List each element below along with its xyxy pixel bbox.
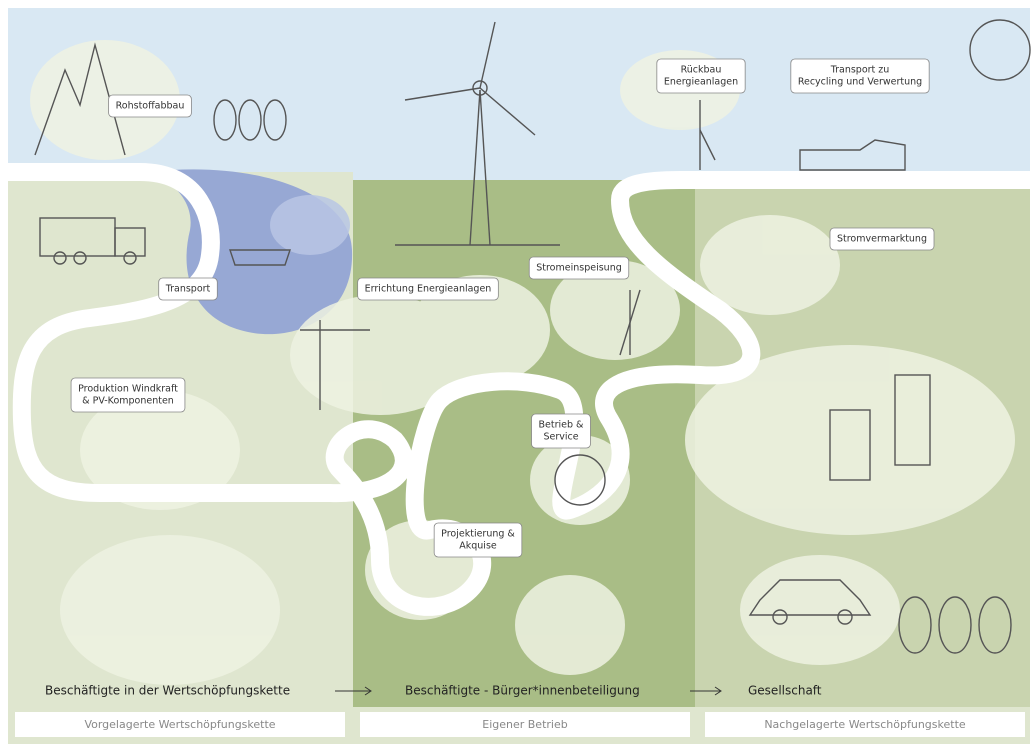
station-label: Rohstoffabbau [108,94,192,118]
label-box [357,277,499,301]
label-box [531,413,591,449]
section-label: Nachgelagerte Wertschöpfungskette [764,718,966,731]
label-text: Stromvermarktung [837,234,927,245]
label-text: Recycling und Verwertung [798,77,922,88]
label-box [656,58,746,94]
label-text: Akquise [459,541,497,552]
label-text: Energieanlagen [664,77,738,88]
label-text: & PV-Komponenten [82,396,174,407]
label-text: Stromeinspeisung [536,263,622,274]
labels: Rohstoffabbau Transport Produktion Windkra… [15,58,1025,737]
station-label: Betrieb &Service [531,413,591,449]
label-text: Projektierung & [441,529,515,540]
label-text: Transport zu [830,65,890,76]
label-box [158,277,218,301]
label-text: Produktion Windkraft [78,384,178,395]
bottom-label: Beschäftigte - Bürger*innenbeteiligung [405,684,640,698]
section-label: Eigener Betrieb [482,718,567,731]
arrows [335,686,722,696]
icons [34,19,1031,654]
station-label: Projektierung &Akquise [433,522,523,558]
label-box [108,94,192,118]
section-label: Vorgelagerte Wertschöpfungskette [84,718,275,731]
label-text: Errichtung Energieanlagen [365,284,492,295]
station-label: Stromeinspeisung [528,256,630,280]
blobs [30,40,1015,685]
label-text: Betrieb & [539,420,585,431]
label-text: Rückbau [681,65,722,76]
label-box [829,227,935,251]
bottom-label: Gesellschaft [748,684,822,698]
station-label: Transport [158,277,218,301]
label-box [433,522,523,558]
label-box [790,58,930,94]
station-label: Errichtung Energieanlagen [357,277,499,301]
station-label: Produktion Windkraft& PV-Komponenten [70,377,186,413]
label-box [70,377,186,413]
label-text: Service [543,432,578,443]
label-box [528,256,630,280]
section-box [705,712,1025,737]
bottom-label: Beschäftigte in der Wertschöpfungskette [45,684,290,698]
label-text: Transport [165,284,211,295]
label-text: Rohstoffabbau [116,101,185,112]
station-label: Stromvermarktung [829,227,935,251]
section-box [360,712,690,737]
section-box [15,712,345,737]
